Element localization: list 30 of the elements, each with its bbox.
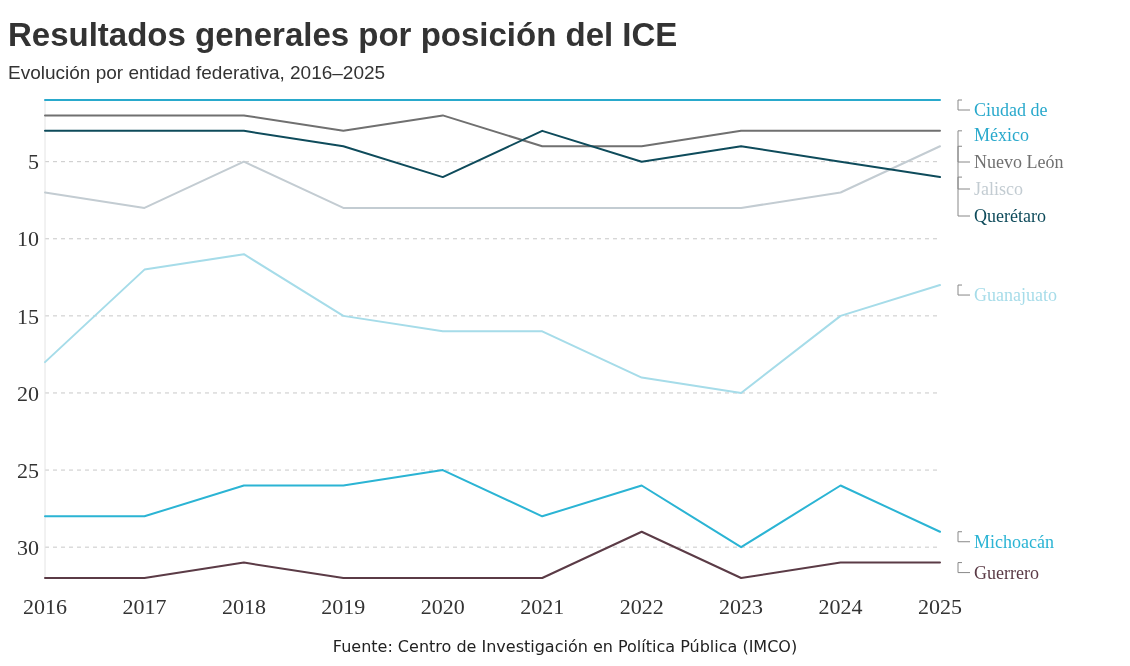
x-tick-label: 2016 [23,594,67,619]
y-tick-label: 5 [28,149,39,175]
x-tick-label: 2020 [420,594,465,619]
text: Jalisco [974,179,1023,200]
y-tick-label: 20 [17,380,39,406]
x-tick-label: 2024 [818,594,863,619]
x-tick-label: 2025 [918,594,962,619]
x-tick-label: 2021 [520,594,565,619]
chart-subtitle: Evolución por entidad federativa, 2016–2025 [8,62,386,83]
line-series [44,145,941,209]
x-tick-label: 2017 [122,594,167,619]
x-tick-label: 2019 [321,594,366,619]
x-tick-label: 2023 [719,594,764,619]
y-tick-label: 10 [17,226,39,252]
y-tick-label: 25 [17,457,39,483]
line-series [44,469,941,549]
series-label: Guerrero [974,562,1039,583]
x-tick-label: 2022 [619,594,664,619]
line-series [44,253,941,394]
text: Nuevo León [974,152,1064,173]
series-label: Ciudad de México [974,100,1048,146]
y-tick-label: 30 [17,534,39,560]
source-note: Fuente: Centro de Investigación en Política Pública (IMCO) [332,637,798,656]
x-tick-label: 2018 [221,594,266,619]
series-label: Michoacán [974,532,1054,553]
text: Querétaro [974,206,1046,227]
chart-title: Resultados generales por posición del ICE [8,16,678,53]
line-series [44,129,941,179]
y-tick-label: 15 [17,303,39,329]
series-label: Guanajuato [974,285,1057,306]
